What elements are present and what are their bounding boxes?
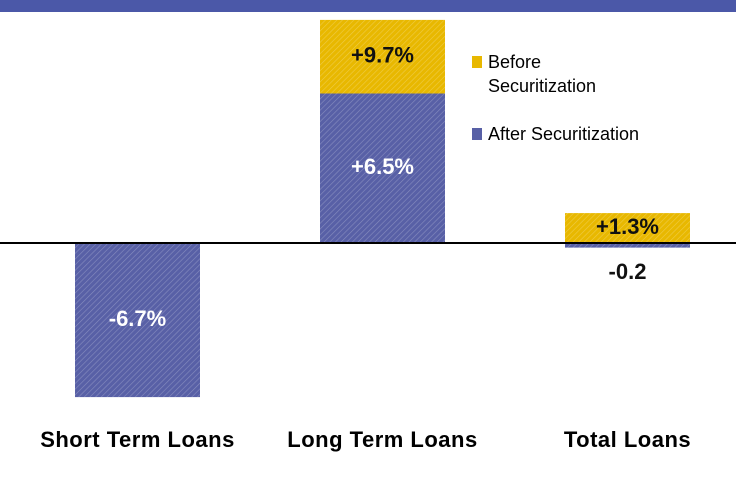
x-tick-label: Long Term Loans	[287, 427, 478, 452]
bar-hatch	[320, 93, 445, 243]
bar-hatch	[75, 243, 200, 398]
value-label: -6.7%	[109, 306, 166, 331]
value-label: -0.2	[609, 259, 647, 284]
value-label: +6.5%	[351, 154, 414, 179]
value-label: +9.7%	[351, 43, 414, 68]
value-label: +1.3%	[596, 214, 659, 239]
bar-hatch	[565, 213, 690, 243]
legend-label: Before Securitization	[488, 52, 597, 96]
header-band	[0, 0, 736, 12]
legend-label: After Securitization	[488, 124, 640, 144]
legend-swatch	[472, 128, 482, 140]
x-tick-label: Short Term Loans	[40, 427, 235, 452]
legend-swatch	[472, 56, 482, 68]
x-tick-label: Total Loans	[563, 427, 692, 452]
bar-hatch	[565, 243, 690, 248]
